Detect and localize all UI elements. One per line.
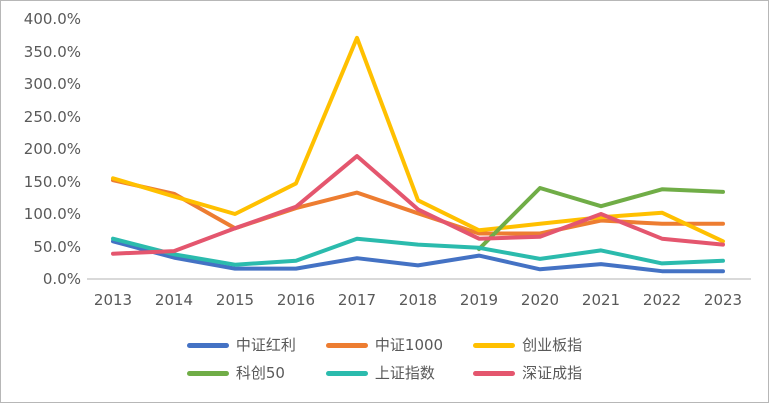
x-tick-label: 2016 (276, 291, 316, 309)
series-line-上证指数 (111, 236, 725, 267)
legend-item-创业板指: 创业板指 (473, 333, 582, 357)
y-tick-label: 200.0% (23, 140, 81, 158)
legend-item-深证成指: 深证成指 (473, 361, 582, 385)
series-line-科创50 (477, 186, 725, 252)
legend-label: 中证1000 (374, 336, 444, 354)
y-tick-label: 150.0% (23, 172, 81, 191)
legend-line-swatch-icon (473, 342, 516, 348)
x-tick-label: 2017 (337, 291, 377, 309)
legend-label: 创业板指 (522, 336, 583, 354)
legend-label: 深证成指 (522, 364, 583, 382)
x-tick-label: 2020 (520, 291, 560, 309)
legend-line-swatch-icon (186, 342, 229, 348)
legend-line-swatch-icon (325, 342, 368, 348)
legend-label: 上证指数 (374, 364, 435, 382)
y-tick-label: 350.0% (23, 42, 81, 61)
legend-line-swatch-icon (325, 370, 368, 376)
y-tick-label: 250.0% (23, 107, 81, 126)
line-chart-plot-area (87, 35, 751, 280)
legend-label: 中证红利 (235, 336, 296, 354)
y-tick-label: 50.0% (33, 237, 81, 256)
series-line-创业板指 (111, 35, 725, 244)
x-tick-label: 2013 (93, 291, 133, 309)
x-tick-label: 2019 (459, 291, 499, 309)
legend-item-上证指数: 上证指数 (325, 361, 435, 385)
legend-item-中证红利: 中证红利 (186, 333, 296, 357)
x-tick-label: 2021 (581, 291, 621, 309)
legend-item-科创50: 科创50 (186, 361, 285, 385)
x-tick-label: 2014 (154, 291, 194, 309)
y-tick-label: 300.0% (23, 75, 81, 93)
y-tick-label: 100.0% (23, 205, 81, 223)
y-tick-label: 400.0% (23, 10, 81, 28)
chart-legend: 中证红利 中证1000 创业板指科创50 上证指数 深证成指 (186, 333, 582, 385)
legend-item-中证1000: 中证1000 (325, 333, 444, 357)
series-line-中证红利 (111, 239, 725, 274)
y-tick-label: 0.0% (42, 270, 81, 288)
x-tick-label: 2018 (398, 291, 438, 309)
legend-line-swatch-icon (186, 370, 229, 376)
x-tick-label: 2015 (215, 291, 255, 309)
legend-line-swatch-icon (473, 370, 516, 376)
x-tick-label: 2022 (642, 291, 682, 309)
series-line-深证成指 (111, 154, 725, 256)
x-tick-label: 2023 (703, 291, 743, 309)
legend-label: 科创50 (235, 364, 285, 382)
